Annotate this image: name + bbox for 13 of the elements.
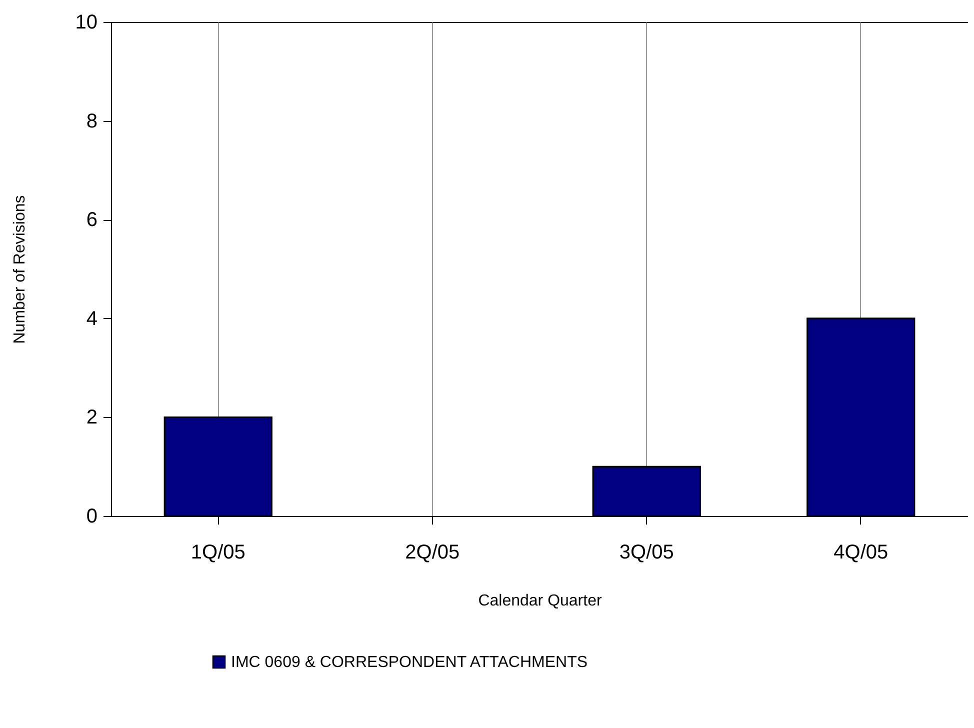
y-tick-label: 4: [86, 308, 98, 330]
y-tick-label: 10: [75, 12, 98, 34]
y-tick-label: 0: [86, 506, 98, 528]
x-tick-label: 2Q/05: [405, 542, 460, 564]
x-axis-title: Calendar Quarter: [478, 592, 602, 610]
y-tick-label: 6: [86, 209, 98, 232]
y-tick-label: 2: [86, 406, 98, 429]
y-tick-label: 8: [86, 110, 98, 132]
x-tick-label: 1Q/05: [190, 542, 246, 564]
x-tick-label: 3Q/05: [619, 542, 674, 564]
y-axis-title: Number of Revisions: [11, 195, 28, 344]
x-tick-label: 4Q/05: [834, 542, 888, 564]
legend-label: IMC 0609 & CORRESPONDENT ATTACHMENTS: [231, 654, 588, 671]
